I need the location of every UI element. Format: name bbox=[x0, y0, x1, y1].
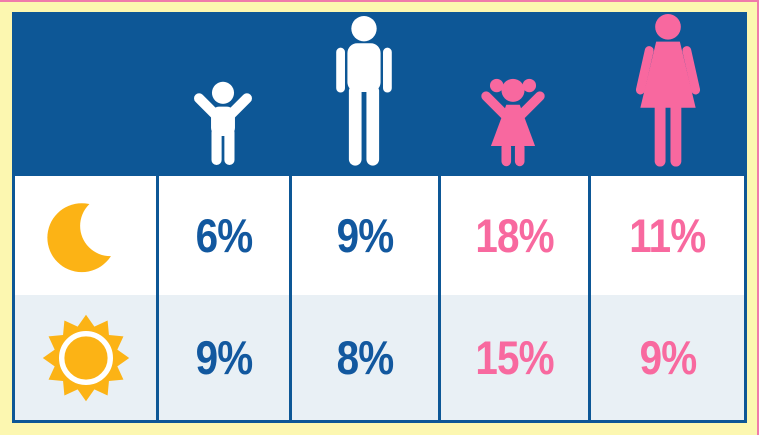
value-day-man: 8% bbox=[289, 295, 438, 420]
table-row-night: 6% 9% 18% 11% bbox=[15, 176, 744, 295]
value-day-boy: 9% bbox=[156, 295, 289, 420]
value-night-woman: 11% bbox=[588, 176, 744, 295]
column-header-girl bbox=[438, 12, 588, 176]
row-label-night bbox=[15, 176, 156, 295]
column-header-boy bbox=[156, 12, 289, 176]
value-text: 9% bbox=[639, 331, 697, 384]
column-header-man bbox=[289, 12, 438, 176]
boy-icon bbox=[186, 79, 260, 171]
value-text: 18% bbox=[475, 209, 554, 262]
table-body: 6% 9% 18% 11% 9% 8% 15% 9% bbox=[12, 176, 747, 423]
table-panel: 6% 9% 18% 11% 9% 8% 15% 9% bbox=[12, 12, 747, 423]
woman-icon bbox=[622, 13, 714, 171]
girl-icon bbox=[473, 75, 553, 171]
man-icon bbox=[325, 15, 403, 171]
value-night-girl: 18% bbox=[438, 176, 588, 295]
row-label-day bbox=[15, 295, 156, 420]
table-header bbox=[12, 12, 747, 176]
moon-icon bbox=[44, 194, 128, 278]
value-night-boy: 6% bbox=[156, 176, 289, 295]
column-header-woman bbox=[588, 12, 747, 176]
value-day-girl: 15% bbox=[438, 295, 588, 420]
value-night-man: 9% bbox=[289, 176, 438, 295]
value-text: 11% bbox=[629, 209, 706, 262]
value-text: 8% bbox=[336, 331, 395, 384]
table-row-day: 9% 8% 15% 9% bbox=[15, 295, 744, 420]
sun-icon bbox=[41, 313, 131, 403]
value-text: 6% bbox=[195, 209, 254, 262]
header-corner-cell bbox=[12, 12, 156, 176]
value-text: 9% bbox=[195, 331, 254, 384]
value-text: 9% bbox=[336, 209, 395, 262]
value-text: 15% bbox=[475, 331, 554, 384]
value-day-woman: 9% bbox=[588, 295, 744, 420]
